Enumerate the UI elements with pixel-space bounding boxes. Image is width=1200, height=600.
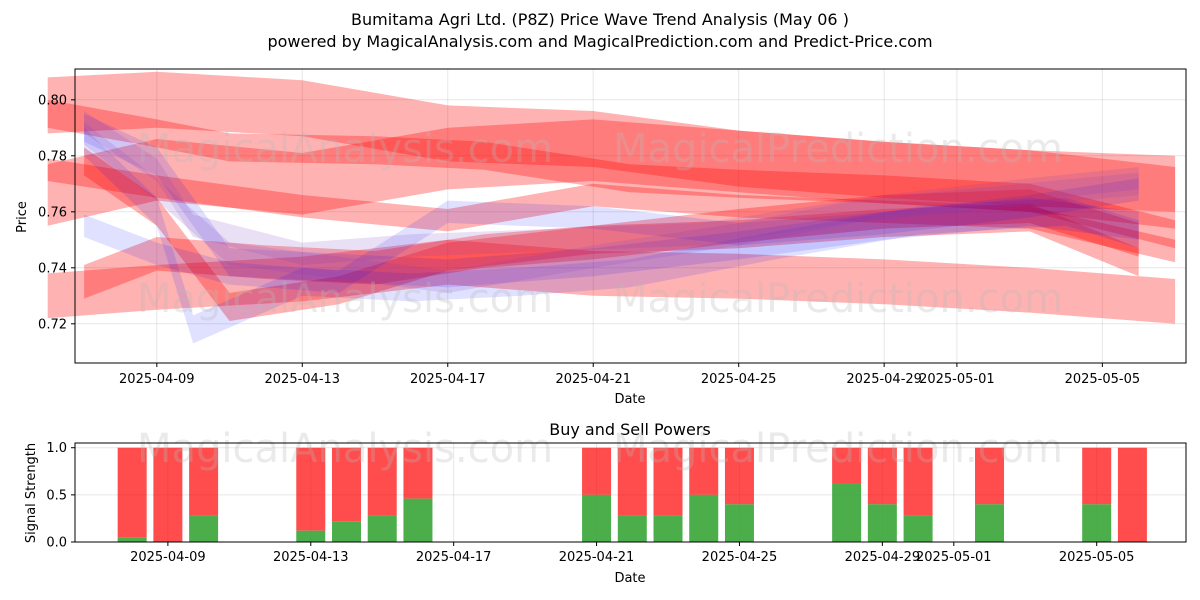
price-x-tick-label: 2025-04-29 [846, 372, 922, 387]
price-x-tick-label: 2025-04-25 [701, 372, 777, 387]
sell-power-bar [117, 447, 147, 538]
signal-y-tick-label: 0.0 [46, 536, 67, 551]
buy-power-bar [331, 521, 361, 542]
chart-title: Bumitama Agri Ltd. (P8Z) Price Wave Tren… [351, 10, 849, 29]
price-y-tick-label: 0.74 [38, 261, 67, 276]
signal-y-tick-label: 1.0 [46, 441, 67, 456]
watermark-mid-left: MagicalAnalysis.com [137, 276, 553, 322]
sell-power-bar [832, 447, 862, 484]
sell-power-bar [975, 447, 1005, 505]
buy-power-bar [117, 537, 147, 542]
buy-power-bar [867, 504, 897, 542]
price-y-tick-label: 0.76 [38, 205, 67, 220]
buy-power-bar [296, 530, 326, 542]
sell-power-bar [617, 447, 647, 516]
buy-power-bar [724, 504, 754, 542]
signal-x-tick-label: 2025-04-21 [559, 550, 635, 565]
price-y-axis-label: Price [15, 201, 30, 233]
buy-power-bar [582, 494, 612, 542]
red-wave-band [47, 158, 1176, 263]
sell-power-bar [1082, 447, 1112, 505]
price-x-tick-label: 2025-04-21 [555, 372, 631, 387]
sell-power-bar [1117, 447, 1147, 542]
price-x-tick-label: 2025-04-09 [119, 372, 195, 387]
signal-x-tick-label: 2025-04-09 [130, 550, 206, 565]
buy-power-bar [903, 515, 933, 542]
sell-power-bar [296, 447, 326, 531]
red-wave-band [47, 99, 1176, 249]
sell-power-bar [689, 447, 719, 495]
sell-power-bar [653, 447, 683, 516]
sell-power-bar [189, 447, 219, 516]
signal-x-tick-label: 2025-05-01 [916, 550, 992, 565]
price-y-ticks: 0.72 0.74 0.76 0.78 0.80 [38, 93, 75, 332]
signal-y-axis-label: Signal Strength [24, 443, 39, 543]
red-wave-band [47, 71, 1176, 212]
signal-x-tick-label: 2025-05-05 [1059, 550, 1135, 565]
sell-power-bar [724, 447, 754, 505]
signal-chart: Buy and Sell Powers MagicalAnalysis.com … [24, 420, 1187, 586]
purple-wave-band [84, 122, 1139, 293]
red-wave-band [84, 147, 1139, 321]
buy-power-bar [617, 515, 647, 542]
signal-x-tick-label: 2025-04-17 [416, 550, 492, 565]
buy-power-bar [367, 515, 397, 542]
buy-power-bar [403, 498, 433, 542]
buy-power-bar [832, 483, 862, 542]
blue-wave-band [84, 113, 1139, 288]
watermark-bottom-left: MagicalAnalysis.com [137, 426, 553, 472]
price-x-tick-label: 2025-05-01 [919, 372, 995, 387]
watermark-top-left: MagicalAnalysis.com [137, 126, 553, 172]
signal-x-tick-label: 2025-04-29 [845, 550, 921, 565]
price-chart: MagicalAnalysis.com MagicalPrediction.co… [15, 68, 1187, 407]
price-grid [75, 69, 1186, 363]
blue-wave-band [84, 127, 1139, 344]
sell-power-bar [367, 447, 397, 516]
signal-axes-frame [74, 442, 1187, 543]
watermark-bottom-right: MagicalPrediction.com [613, 426, 1063, 472]
signal-y-tick-label: 0.5 [46, 488, 67, 503]
signal-x-tick-label: 2025-04-13 [273, 550, 349, 565]
sell-power-bar [867, 447, 897, 505]
signal-x-tick-label: 2025-04-25 [702, 550, 778, 565]
signal-bars [117, 447, 1147, 542]
sell-power-bar [153, 447, 183, 542]
sell-power-bar [582, 447, 612, 495]
price-wave-bands [47, 71, 1176, 344]
price-x-tick-label: 2025-05-05 [1065, 372, 1141, 387]
price-y-tick-label: 0.78 [38, 149, 67, 164]
purple-wave-band [84, 111, 1139, 265]
signal-y-ticks: 0.0 0.5 1.0 [46, 441, 75, 551]
price-x-tick-label: 2025-04-17 [410, 372, 486, 387]
sell-power-bar [903, 447, 933, 516]
red-wave-band [47, 119, 1176, 229]
buy-power-bar [1082, 504, 1112, 542]
signal-chart-title: Buy and Sell Powers [549, 420, 711, 439]
watermark-mid-right: MagicalPrediction.com [613, 276, 1063, 322]
sell-power-bar [403, 447, 433, 499]
chart-subtitle: powered by MagicalAnalysis.com and Magic… [267, 32, 932, 51]
price-y-tick-label: 0.80 [38, 93, 67, 108]
price-y-tick-label: 0.72 [38, 317, 67, 332]
signal-x-ticks: 2025-04-09 2025-04-13 2025-04-17 2025-04-21… [130, 542, 1134, 565]
price-axes-frame [74, 68, 1187, 364]
red-wave-band [47, 239, 1176, 324]
price-x-axis-label: Date [614, 392, 645, 407]
buy-power-bar [689, 494, 719, 542]
watermark-top-right: MagicalPrediction.com [613, 126, 1063, 172]
sell-power-bar [331, 447, 361, 522]
buy-power-bar [975, 504, 1005, 542]
buy-power-bar [653, 515, 683, 542]
price-x-ticks: 2025-04-09 2025-04-13 2025-04-17 2025-04-21… [119, 363, 1140, 387]
buy-power-bar [189, 515, 219, 542]
price-x-tick-label: 2025-04-13 [265, 372, 341, 387]
signal-x-axis-label: Date [614, 571, 645, 586]
red-wave-band [84, 189, 1139, 299]
